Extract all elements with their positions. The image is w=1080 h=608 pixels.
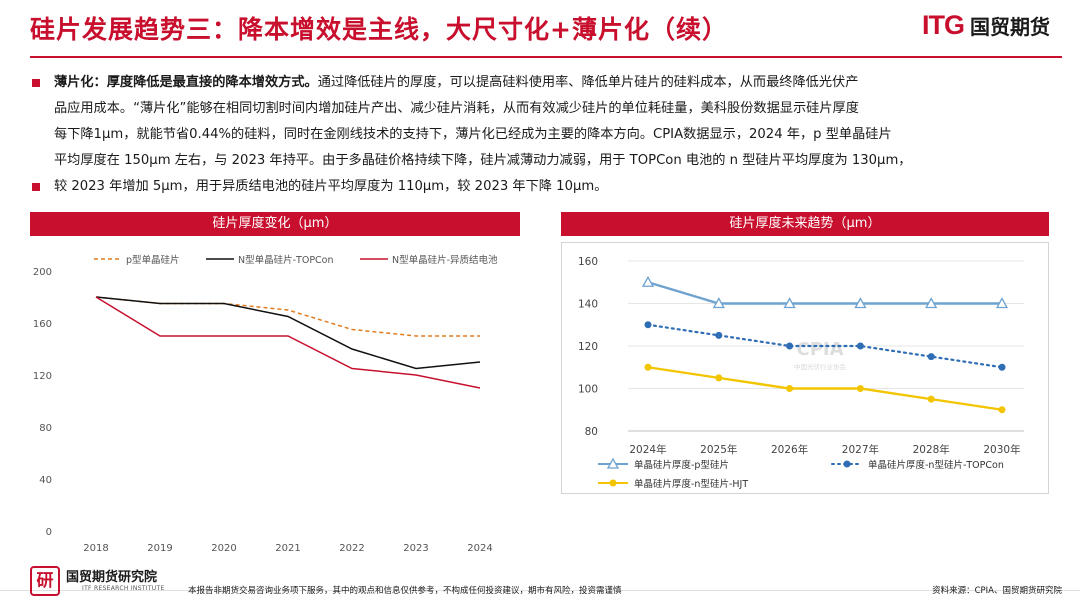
paragraph-line: 平均厚度在 150μm 左右，与 2023 年持平。由于多晶硅价格持续下降，硅片… xyxy=(54,153,912,168)
paragraph-line: 品应用成本。“薄片化”能够在相同切割时间内增加硅片产出、减少硅片消耗，从而有效减… xyxy=(54,101,859,116)
x-tick-label: 2022 xyxy=(339,543,364,554)
chart-right: 80 100 120 140 160 2024年 2025年 2026年 2027年 2028年 2… xyxy=(561,242,1049,494)
data-point-marker xyxy=(927,395,935,403)
legend-label: 单晶硅片厚度-p型硅片 xyxy=(634,459,729,471)
y-tick-label: 80 xyxy=(585,426,598,438)
data-point-marker xyxy=(715,331,723,339)
series-line xyxy=(95,296,481,370)
x-tick-label: 2019 xyxy=(147,543,172,554)
institute-name: 国贸期货研究院 xyxy=(66,570,158,585)
legend-label: N型单晶硅片-异质结电池 xyxy=(392,254,498,266)
x-tick-label: 2023 xyxy=(403,543,428,554)
paragraph-line-text: 通过降低硅片的厚度，可以提高硅料使用率、降低单片硅片的硅料成本，从而最终降低光伏… xyxy=(317,75,859,90)
page-title: 硅片发展趋势三：降本增效是主线，大尺寸化+薄片化（续） xyxy=(30,15,728,44)
x-tick-label: 2027年 xyxy=(842,443,879,456)
chart-left: p型单晶硅片 N型单晶硅片-TOPCon N型单晶硅片-异质结电池 0 40 80 120 1… xyxy=(30,238,520,558)
x-tick-label: 2030年 xyxy=(983,443,1020,456)
paragraph-line: 薄片化：厚度降低是最直接的降本增效方式。通过降低硅片的厚度，可以提高硅料使用率、… xyxy=(54,70,858,96)
data-point-marker xyxy=(856,342,864,350)
paragraph-line: 较 2023 年增加 5μm，用于异质结电池的硅片平均厚度为 110μm，较 2… xyxy=(54,179,608,194)
x-tick-label: 2025年 xyxy=(700,443,737,456)
data-point-marker xyxy=(786,342,794,350)
data-point-marker xyxy=(843,460,851,468)
data-point-marker xyxy=(712,297,725,309)
watermark: CPIA xyxy=(796,339,843,360)
data-point-marker xyxy=(856,385,864,392)
y-tick-label: 140 xyxy=(578,299,598,311)
x-tick-label: 2021 xyxy=(275,543,300,554)
chart-left-title: 硅片厚度变化（μm） xyxy=(30,212,520,236)
data-point-marker xyxy=(995,297,1009,309)
y-tick-label: 0 xyxy=(46,527,52,538)
data-source: 资料来源：CPIA、国贸期货研究院 xyxy=(932,586,1062,596)
chart-right-title: 硅片厚度未来趋势（μm） xyxy=(561,212,1049,236)
bullet-square-icon xyxy=(32,183,40,191)
x-tick-label: 2024年 xyxy=(629,443,666,456)
paragraph-line: 每下降1μm，就能节省0.44%的硅料，同时在金刚线技术的支持下，薄片化已经成为… xyxy=(54,127,892,142)
y-tick-label: 40 xyxy=(39,475,52,486)
data-point-marker xyxy=(927,353,935,361)
x-tick-label: 2020 xyxy=(211,543,236,554)
y-tick-label: 120 xyxy=(33,371,52,382)
data-point-marker xyxy=(606,457,620,469)
data-point-marker xyxy=(783,297,796,309)
legend-label: 单晶硅片厚度-n型硅片-HJT xyxy=(634,478,748,490)
data-point-marker xyxy=(644,321,652,329)
data-point-marker xyxy=(715,374,723,382)
footer-divider xyxy=(0,590,1080,591)
data-point-marker xyxy=(998,363,1006,371)
data-point-marker xyxy=(641,275,655,287)
y-tick-label: 120 xyxy=(578,341,598,353)
bullet-square-icon xyxy=(32,79,40,87)
series-line xyxy=(647,281,1002,305)
legend-label: N型单晶硅片-TOPCon xyxy=(238,254,334,266)
data-point-marker xyxy=(644,363,652,371)
brand-logo: ITG 国贸期货 xyxy=(922,10,1050,41)
disclaimer: 本报告非期货交易咨询业务项下服务，其中的观点和信息仅供参考，不构成任何投资建议，… xyxy=(188,586,622,596)
x-tick-label: 2026年 xyxy=(771,443,808,456)
institute-name-en: ITF RESEARCH INSTITUTE xyxy=(82,585,165,592)
data-point-marker xyxy=(925,297,938,309)
chart-right-svg: 80 100 120 140 160 2024年 2025年 2026年 2027年 2028年 2… xyxy=(578,256,1024,490)
legend-label: 单晶硅片厚度-n型硅片-TOPCon xyxy=(868,459,1004,471)
x-tick-label: 2018 xyxy=(83,543,108,554)
brand-name: 国贸期货 xyxy=(970,15,1050,39)
x-tick-label: 2028年 xyxy=(913,443,950,456)
y-tick-label: 80 xyxy=(39,423,52,434)
data-point-marker xyxy=(854,297,867,309)
series-line xyxy=(647,366,1003,411)
data-point-marker xyxy=(786,385,794,392)
y-tick-label: 160 xyxy=(33,319,52,330)
x-tick-label: 2024 xyxy=(467,543,492,554)
title-divider xyxy=(30,56,1062,58)
data-point-marker xyxy=(609,479,617,487)
y-tick-label: 100 xyxy=(578,384,598,396)
series-line xyxy=(95,296,481,389)
legend-label: p型单晶硅片 xyxy=(126,254,180,266)
y-tick-label: 200 xyxy=(33,267,52,278)
lead-sentence: 薄片化：厚度降低是最直接的降本增效方式。 xyxy=(54,75,318,90)
data-point-marker xyxy=(998,406,1006,414)
brand-logo-mark: ITG xyxy=(922,10,965,40)
y-tick-label: 160 xyxy=(578,256,598,268)
institute-logo-icon: 研 xyxy=(30,566,60,596)
watermark-subtitle: 中国光伏行业协会 xyxy=(794,362,847,371)
chart-left-svg: p型单晶硅片 N型单晶硅片-TOPCon N型单晶硅片-异质结电池 0 40 80 120 1… xyxy=(33,254,498,554)
series-line xyxy=(646,323,1004,369)
